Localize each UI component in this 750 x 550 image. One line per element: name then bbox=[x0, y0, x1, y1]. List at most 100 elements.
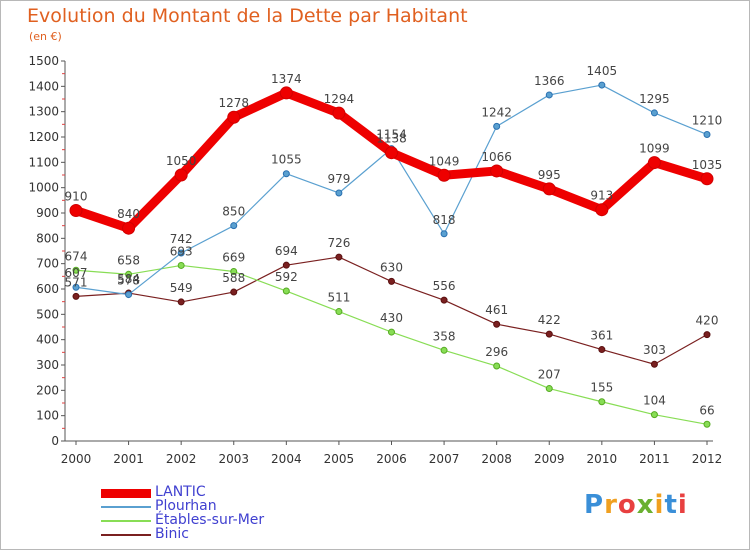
logo-letter: t bbox=[664, 490, 678, 520]
data-label: 1066 bbox=[481, 150, 512, 164]
x-tick-label: 2010 bbox=[587, 452, 618, 466]
data-point bbox=[545, 91, 553, 99]
data-point bbox=[542, 182, 556, 196]
data-label: 693 bbox=[170, 244, 193, 258]
data-label: 1366 bbox=[534, 74, 565, 88]
x-tick-label: 2006 bbox=[376, 452, 407, 466]
x-tick-label: 2005 bbox=[324, 452, 355, 466]
data-point bbox=[388, 328, 395, 336]
data-point bbox=[125, 291, 133, 299]
data-label: 104 bbox=[643, 394, 666, 408]
data-label: 592 bbox=[275, 270, 298, 284]
logo-letter: r bbox=[604, 490, 618, 520]
x-tick-label: 2003 bbox=[218, 452, 249, 466]
data-label: 361 bbox=[590, 329, 613, 343]
data-label: 1210 bbox=[692, 113, 723, 127]
data-point bbox=[335, 189, 343, 197]
line-chart: 0 100 200 300 400 500 600 700 800 900 1000 1100 1200… bbox=[28, 54, 723, 466]
data-point bbox=[703, 420, 711, 428]
y-tick-label: 100 bbox=[36, 409, 59, 423]
y-tick-label: 1400 bbox=[28, 79, 59, 93]
logo-letter: i bbox=[654, 490, 665, 520]
data-point bbox=[703, 331, 711, 339]
y-tick-label: 1200 bbox=[28, 130, 59, 144]
data-point bbox=[388, 277, 395, 285]
data-label: 674 bbox=[65, 249, 88, 263]
y-tick-label: 800 bbox=[36, 231, 59, 245]
y-tick-label: 0 bbox=[51, 434, 59, 448]
data-point bbox=[335, 253, 343, 261]
data-label: 461 bbox=[485, 303, 508, 317]
data-point bbox=[545, 385, 553, 393]
data-point bbox=[385, 146, 398, 160]
data-label: 726 bbox=[327, 236, 350, 250]
data-point bbox=[595, 203, 609, 217]
x-tick-label: 2004 bbox=[271, 452, 302, 466]
legend-item: LANTIC bbox=[101, 484, 341, 500]
y-tick-label: 500 bbox=[36, 307, 59, 321]
logo-letter: P bbox=[584, 490, 605, 520]
data-label: 556 bbox=[433, 279, 456, 293]
data-label: 571 bbox=[65, 275, 88, 289]
legend-label: LANTIC bbox=[155, 484, 206, 500]
data-label: 66 bbox=[699, 403, 714, 417]
data-label: 511 bbox=[327, 291, 350, 305]
data-point bbox=[72, 283, 80, 291]
data-label: 1242 bbox=[481, 105, 512, 119]
data-label: 913 bbox=[590, 189, 613, 203]
legend-item: Binic bbox=[101, 526, 341, 542]
data-label: 850 bbox=[222, 205, 245, 219]
data-label: 630 bbox=[380, 260, 403, 274]
y-tick-label: 1500 bbox=[28, 54, 59, 68]
data-label: 1055 bbox=[271, 153, 302, 167]
data-label: 303 bbox=[643, 343, 666, 357]
legend-swatch bbox=[101, 520, 151, 522]
chart-unit: (en €) bbox=[29, 30, 62, 43]
proxiti-logo: Proxiti bbox=[584, 490, 688, 520]
data-label: 1138 bbox=[376, 132, 407, 146]
data-label: 840 bbox=[117, 207, 140, 221]
data-label: 358 bbox=[433, 329, 456, 343]
x-tick-label: 2011 bbox=[639, 452, 670, 466]
legend-swatch bbox=[101, 534, 151, 536]
data-label: 1099 bbox=[639, 142, 670, 156]
data-label: 1154 bbox=[376, 128, 407, 142]
data-point bbox=[335, 308, 343, 316]
legend-swatch bbox=[101, 488, 151, 498]
x-tick-label: 2009 bbox=[534, 452, 565, 466]
x-tick-label: 2008 bbox=[481, 452, 512, 466]
data-point bbox=[282, 170, 290, 178]
y-tick-label: 1300 bbox=[28, 105, 59, 119]
y-tick-label: 200 bbox=[36, 383, 59, 397]
data-point bbox=[650, 109, 658, 117]
data-point bbox=[332, 106, 346, 120]
legend-item: Étables-sur-Mer bbox=[101, 512, 341, 528]
data-label: 607 bbox=[65, 266, 88, 280]
y-tick-label: 1000 bbox=[28, 181, 59, 195]
data-label: 979 bbox=[327, 172, 350, 186]
legend-label: Binic bbox=[155, 526, 189, 542]
x-tick-label: 2002 bbox=[166, 452, 197, 466]
data-label: 430 bbox=[380, 311, 403, 325]
data-point bbox=[545, 330, 553, 338]
data-label: 422 bbox=[538, 313, 561, 327]
data-label: 1294 bbox=[324, 92, 355, 106]
data-point bbox=[230, 222, 238, 230]
x-tick-label: 2007 bbox=[429, 452, 460, 466]
data-point bbox=[647, 156, 661, 170]
data-point bbox=[227, 110, 241, 124]
data-point bbox=[700, 172, 714, 186]
data-point bbox=[440, 230, 448, 238]
data-label: 1405 bbox=[587, 64, 618, 78]
data-label: 1278 bbox=[218, 96, 249, 110]
x-tick-label: 2000 bbox=[61, 452, 92, 466]
x-tick-label: 2001 bbox=[113, 452, 144, 466]
data-point bbox=[282, 287, 290, 295]
y-tick-label: 900 bbox=[36, 206, 59, 220]
data-point bbox=[282, 261, 290, 269]
data-label: 1035 bbox=[692, 158, 723, 172]
logo-letter: o bbox=[617, 490, 637, 520]
data-label: 995 bbox=[538, 168, 561, 182]
data-label: 818 bbox=[433, 213, 456, 227]
